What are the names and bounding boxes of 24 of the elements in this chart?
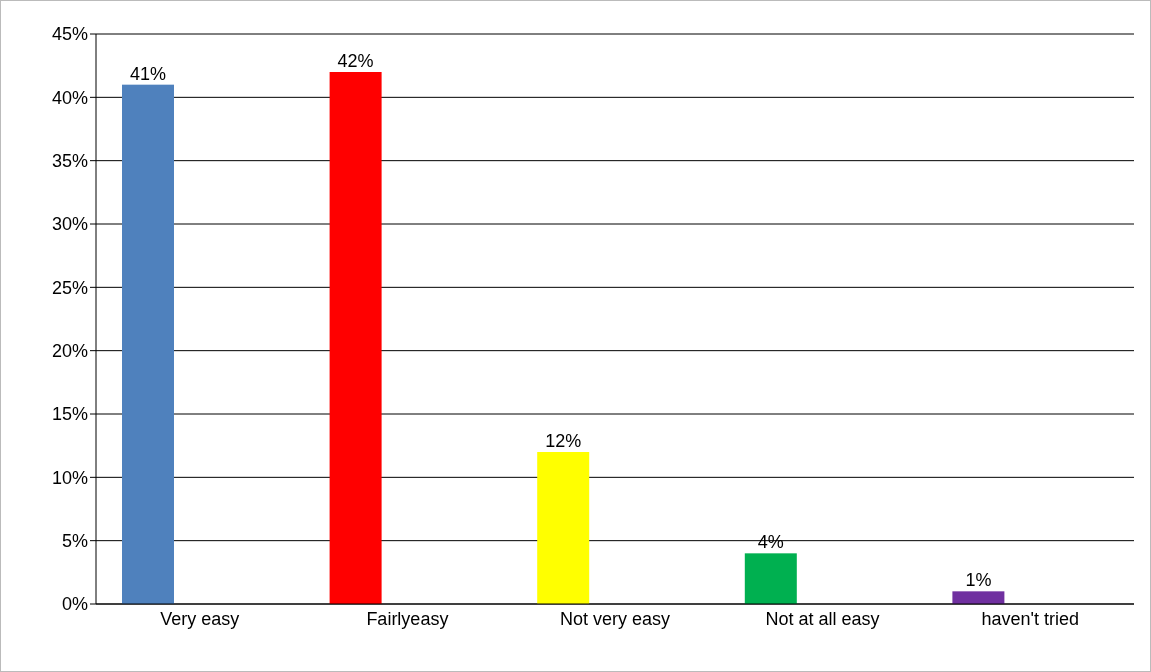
x-tick-label: Not very easy <box>559 608 671 629</box>
y-tick-label: 0% <box>61 594 88 615</box>
bar <box>744 553 797 604</box>
data-label: 1% <box>965 570 992 591</box>
y-tick-label: 5% <box>61 531 88 552</box>
y-tick-label: 25% <box>51 277 88 298</box>
y-tick-label: 10% <box>51 467 88 488</box>
y-tick-label: 30% <box>51 214 88 235</box>
x-tick-label: Very easy <box>160 608 240 629</box>
y-tick-label: 40% <box>51 87 88 108</box>
y-tick-label: 45% <box>51 24 88 45</box>
data-label: 41% <box>129 63 167 84</box>
x-tick-label: haven't tried <box>981 608 1079 629</box>
bar <box>122 84 174 604</box>
y-tick-label: 35% <box>51 151 88 172</box>
bar <box>952 591 1005 604</box>
y-tick-label: 15% <box>51 404 88 425</box>
data-label: 12% <box>545 431 582 451</box>
bar <box>329 72 382 604</box>
x-tick-label: Not at all easy <box>765 608 880 629</box>
x-tick-label: Fairlyeasy <box>366 608 449 629</box>
data-label: 42% <box>337 51 374 71</box>
bar <box>537 452 590 604</box>
y-tick-label: 20% <box>51 341 88 362</box>
